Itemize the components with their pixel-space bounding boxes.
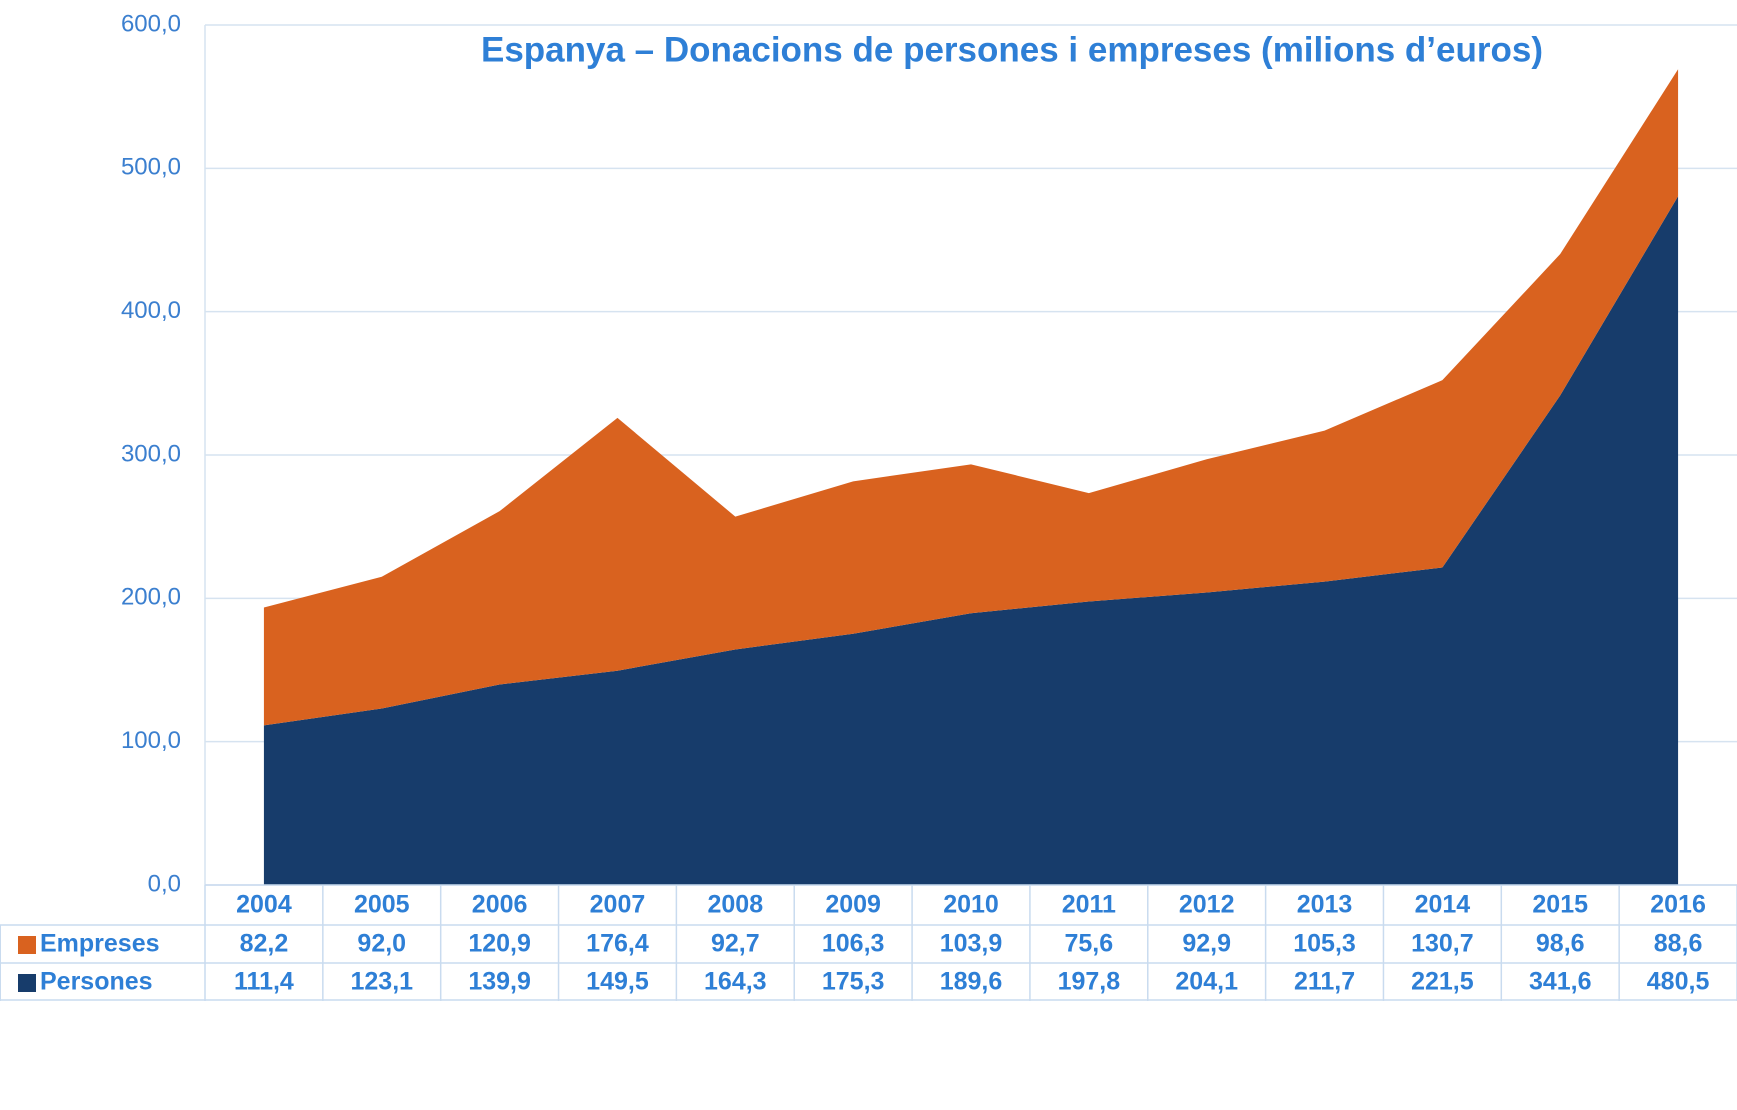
- x-tick-label: 2012: [1179, 891, 1235, 919]
- table-value: 197,8: [1058, 968, 1121, 996]
- plot: 0,0 100,0 200,0 300,0 400,0 500,0 600,0 2004 200…: [0, 10, 1737, 1001]
- legend-swatch: [18, 936, 36, 954]
- table-value: 164,3: [704, 968, 767, 996]
- table-value: 98,6: [1536, 930, 1585, 958]
- table-value: 106,3: [822, 930, 885, 958]
- x-tick-label: 2005: [354, 891, 410, 919]
- x-tick-label: 2013: [1297, 891, 1353, 919]
- table-value: 123,1: [350, 968, 413, 996]
- table-value: 88,6: [1654, 930, 1703, 958]
- table-value: 111,4: [234, 968, 294, 996]
- area: [263, 196, 1679, 886]
- table-value: 103,9: [940, 930, 1003, 958]
- y-tick-label: 400,0: [121, 297, 181, 324]
- table-value: 105,3: [1293, 930, 1356, 958]
- y-tick-label: 300,0: [121, 440, 181, 467]
- table-value: 92,7: [711, 930, 760, 958]
- x-tick-label: 2008: [707, 891, 763, 919]
- table-value: 175,3: [822, 968, 885, 996]
- legend-label: Persones: [40, 968, 153, 996]
- legend-swatch: [18, 974, 36, 992]
- x-tick-label: 2014: [1415, 891, 1471, 919]
- y-tick-label: 100,0: [121, 727, 181, 754]
- table-value: 221,5: [1411, 968, 1474, 996]
- table-value: 75,6: [1065, 930, 1114, 958]
- x-tick-label: 2010: [943, 891, 999, 919]
- table-value: 176,4: [586, 930, 649, 958]
- x-tick-label: 2015: [1532, 891, 1588, 919]
- table-value: 139,9: [468, 968, 531, 996]
- x-tick-label: 2004: [236, 891, 292, 919]
- table-value: 149,5: [586, 968, 649, 996]
- area: [263, 69, 1679, 726]
- table-value: 341,6: [1529, 968, 1592, 996]
- table-value: 189,6: [940, 968, 1003, 996]
- x-tick-label: 2016: [1650, 891, 1706, 919]
- table-value: 92,9: [1182, 930, 1231, 958]
- y-tick-label: 0,0: [148, 870, 181, 897]
- table-value: 480,5: [1647, 968, 1710, 996]
- x-tick-label: 2006: [472, 891, 528, 919]
- x-tick-label: 2007: [590, 891, 646, 919]
- table-value: 211,7: [1294, 968, 1355, 996]
- table-value: 204,1: [1175, 968, 1238, 996]
- table-value: 82,2: [240, 930, 289, 958]
- table-value: 130,7: [1411, 930, 1474, 958]
- table-value: 120,9: [468, 930, 531, 958]
- chart-title: Espanya – Donacions de persones i empres…: [481, 30, 1543, 69]
- legend-label: Empreses: [40, 930, 160, 958]
- x-tick-label: 2011: [1062, 891, 1116, 919]
- y-tick-label: 500,0: [121, 154, 181, 181]
- table-value: 92,0: [357, 930, 406, 958]
- y-tick-label: 600,0: [121, 10, 181, 37]
- x-tick-label: 2009: [825, 891, 881, 919]
- y-tick-label: 200,0: [121, 584, 181, 611]
